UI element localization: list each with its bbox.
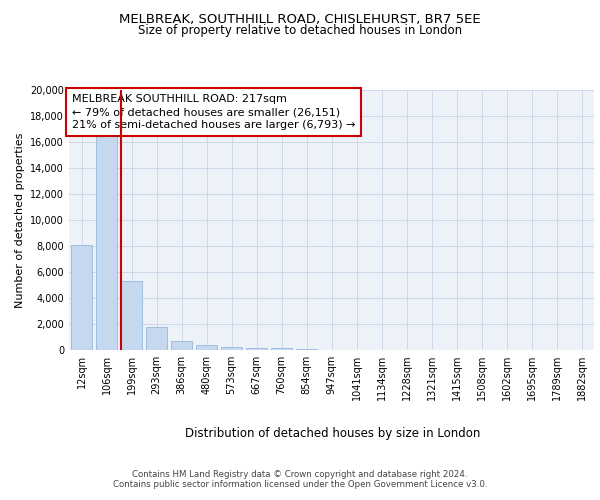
Bar [146,326,167,350]
Text: Size of property relative to detached houses in London: Size of property relative to detached ho… [138,24,462,37]
Text: Distribution of detached houses by size in London: Distribution of detached houses by size … [185,428,481,440]
Bar [171,341,192,350]
Text: MELBREAK, SOUTHHILL ROAD, CHISLEHURST, BR7 5EE: MELBREAK, SOUTHHILL ROAD, CHISLEHURST, B… [119,12,481,26]
Bar [221,348,242,350]
Bar [246,348,267,350]
Bar [196,346,217,350]
Bar [71,244,92,350]
Bar [121,281,142,350]
Text: Contains HM Land Registry data © Crown copyright and database right 2024.: Contains HM Land Registry data © Crown c… [132,470,468,479]
Bar [271,348,292,350]
Bar [296,348,317,350]
Bar [96,134,117,350]
Text: MELBREAK SOUTHHILL ROAD: 217sqm
← 79% of detached houses are smaller (26,151)
21: MELBREAK SOUTHHILL ROAD: 217sqm ← 79% of… [71,94,355,130]
Y-axis label: Number of detached properties: Number of detached properties [15,132,25,308]
Text: Contains public sector information licensed under the Open Government Licence v3: Contains public sector information licen… [113,480,487,489]
